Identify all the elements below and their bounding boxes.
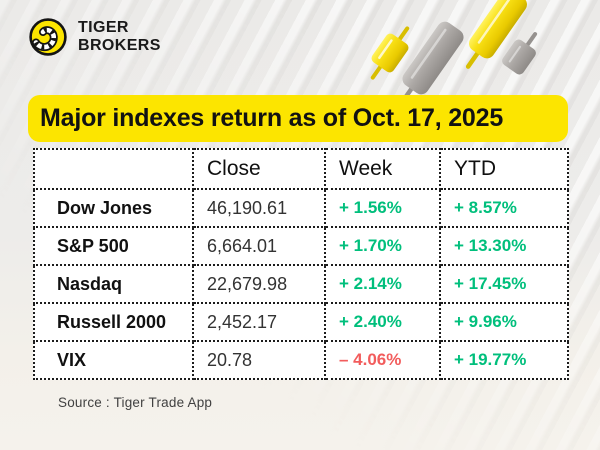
index-name: Dow Jones bbox=[33, 188, 194, 228]
candle-small-gray-icon bbox=[502, 32, 538, 75]
candle-large-yellow-icon bbox=[465, 0, 527, 69]
candlestick-icons bbox=[370, 0, 538, 107]
col-header-ytd: YTD bbox=[439, 148, 569, 190]
title-band: Major indexes return as of Oct. 17, 2025 bbox=[28, 95, 568, 142]
brand-header: TIGER BROKERS bbox=[27, 16, 161, 58]
index-name: Nasdaq bbox=[33, 264, 194, 304]
index-name: Russell 2000 bbox=[33, 302, 194, 342]
close-value: 6,664.01 bbox=[192, 226, 326, 266]
tiger-tail-icon bbox=[29, 18, 67, 56]
close-value: 2,452.17 bbox=[192, 302, 326, 342]
week-change: – 4.06% bbox=[324, 340, 441, 380]
week-change: + 1.70% bbox=[324, 226, 441, 266]
week-change: + 1.56% bbox=[324, 188, 441, 228]
ytd-change: + 19.77% bbox=[439, 340, 569, 380]
header-row: Close Week YTD bbox=[33, 148, 569, 190]
col-header-index bbox=[33, 148, 194, 190]
ytd-change: + 9.96% bbox=[439, 302, 569, 342]
close-value: 22,679.98 bbox=[192, 264, 326, 304]
ytd-change: + 13.30% bbox=[439, 226, 569, 266]
week-change: + 2.14% bbox=[324, 264, 441, 304]
brand-name-line1: TIGER bbox=[78, 19, 129, 36]
index-name: S&P 500 bbox=[33, 226, 194, 266]
source-note: Source : Tiger Trade App bbox=[58, 395, 213, 410]
close-value: 46,190.61 bbox=[192, 188, 326, 228]
table-row: Russell 2000 2,452.17 + 2.40% + 9.96% bbox=[33, 302, 569, 342]
col-header-close: Close bbox=[192, 148, 326, 190]
brand-name: TIGER BROKERS bbox=[78, 19, 161, 55]
table-row: S&P 500 6,664.01 + 1.70% + 13.30% bbox=[33, 226, 569, 266]
table-row: VIX 20.78 – 4.06% + 19.77% bbox=[33, 340, 569, 380]
index-name: VIX bbox=[33, 340, 194, 380]
brand-name-line2: BROKERS bbox=[78, 37, 161, 54]
indexes-table: Close Week YTD Dow Jones 46,190.61 + 1.5… bbox=[33, 148, 569, 380]
ytd-change: + 8.57% bbox=[439, 188, 569, 228]
table-row: Nasdaq 22,679.98 + 2.14% + 17.45% bbox=[33, 264, 569, 304]
table-row: Dow Jones 46,190.61 + 1.56% + 8.57% bbox=[33, 188, 569, 228]
close-value: 20.78 bbox=[192, 340, 326, 380]
candle-small-yellow-icon bbox=[370, 26, 410, 80]
ytd-change: + 17.45% bbox=[439, 264, 569, 304]
week-change: + 2.40% bbox=[324, 302, 441, 342]
page-title: Major indexes return as of Oct. 17, 2025 bbox=[40, 104, 504, 132]
col-header-week: Week bbox=[324, 148, 441, 190]
